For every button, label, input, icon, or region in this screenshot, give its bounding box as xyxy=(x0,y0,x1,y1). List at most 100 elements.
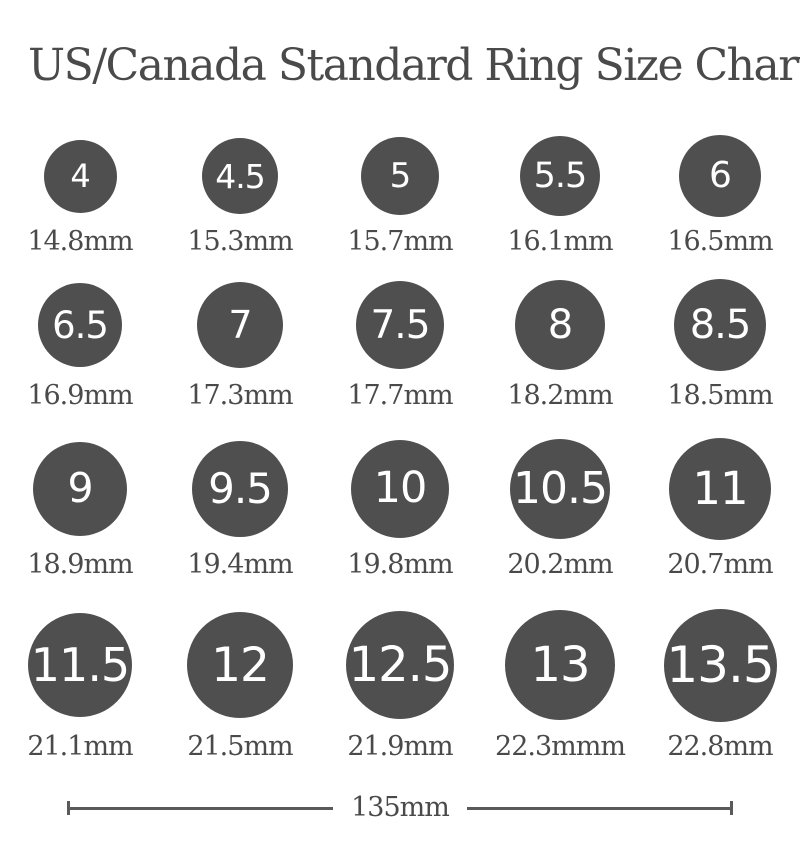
ring-row: 6.5 16.9mm 7 17.3mm 7.5 17.7mm 8 18.2mm 8.5 18.5m… xyxy=(0,278,800,412)
ring-size-cell: 12.5 21.9mm xyxy=(320,607,480,763)
ring-circle-area: 10.5 xyxy=(510,436,610,541)
ring-circle: 12 xyxy=(187,612,293,718)
ring-circle: 9 xyxy=(33,441,127,536)
diameter-label: 21.5mm xyxy=(187,731,293,762)
diameter-label: 18.2mm xyxy=(507,380,613,411)
ring-size-cell: 13 22.3mmm xyxy=(480,607,640,763)
ring-size-cell: 5 15.7mm xyxy=(320,134,480,258)
ring-circle: 4.5 xyxy=(202,138,278,214)
ring-size-number: 9.5 xyxy=(208,463,273,513)
ring-size-number: 6.5 xyxy=(52,303,109,347)
ring-circle: 9.5 xyxy=(192,440,288,537)
ring-size-cell: 9.5 19.4mm xyxy=(160,436,320,581)
diameter-label: 14.8mm xyxy=(27,226,133,257)
ring-circle-area: 7.5 xyxy=(356,278,444,372)
diameter-label: 20.7mm xyxy=(667,549,773,580)
ring-circle: 11 xyxy=(669,437,771,540)
ring-circle: 8.5 xyxy=(674,279,766,371)
ring-circle: 10 xyxy=(351,439,449,538)
diameter-label: 19.4mm xyxy=(187,549,293,580)
ring-circle: 13.5 xyxy=(663,608,777,722)
ring-size-number: 8 xyxy=(547,302,573,348)
diameter-label: 18.9mm xyxy=(27,549,133,580)
ring-circle-area: 13 xyxy=(505,607,615,723)
scale-bar-label: 135mm xyxy=(351,792,450,823)
diameter-label: 15.7mm xyxy=(347,226,453,257)
ring-row: 9 18.9mm 9.5 19.4mm 10 19.8mm 10.5 20.2mm 11 20.7… xyxy=(0,436,800,581)
ring-circle: 5 xyxy=(361,137,439,215)
scale-bar: 135mm xyxy=(67,793,733,823)
ring-size-number: 5 xyxy=(389,156,412,196)
scale-bar-left-cap xyxy=(67,801,70,815)
ring-circle: 13 xyxy=(505,610,615,720)
ring-size-cell: 4.5 15.3mm xyxy=(160,134,320,258)
ring-size-cell: 13.5 22.8mm xyxy=(640,607,800,763)
ring-circle-area: 13.5 xyxy=(663,607,777,723)
ring-size-cell: 9 18.9mm xyxy=(0,436,160,581)
ring-size-grid: 4 14.8mm 4.5 15.3mm 5 15.7mm 5.5 16.1mm 6 16.5mm 6… xyxy=(0,134,800,763)
ring-circle: 10.5 xyxy=(510,438,610,539)
diameter-label: 15.3mm xyxy=(187,226,293,257)
ring-circle-area: 5 xyxy=(361,134,439,218)
ring-circle: 7.5 xyxy=(356,281,444,369)
ring-circle: 12.5 xyxy=(346,611,454,719)
diameter-label: 17.3mm xyxy=(187,380,293,411)
diameter-label: 17.7mm xyxy=(347,380,453,411)
ring-size-number: 8.5 xyxy=(689,302,752,348)
diameter-label: 20.2mm xyxy=(507,549,613,580)
diameter-label: 22.3mmm xyxy=(495,731,626,762)
ring-circle-area: 7 xyxy=(197,278,283,372)
ring-size-cell: 11.5 21.1mm xyxy=(0,607,160,763)
ring-size-number: 6 xyxy=(709,155,732,196)
diameter-label: 16.5mm xyxy=(667,226,773,257)
ring-circle: 11.5 xyxy=(28,613,132,717)
ring-size-number: 10.5 xyxy=(513,462,608,514)
ring-circle-area: 11.5 xyxy=(28,607,132,723)
ring-circle-area: 5.5 xyxy=(520,134,600,218)
ring-circle: 6 xyxy=(679,135,761,217)
ring-size-number: 11 xyxy=(692,462,748,515)
ring-circle: 6.5 xyxy=(38,283,122,367)
ring-circle-area: 4 xyxy=(43,134,117,218)
ring-size-number: 12.5 xyxy=(348,637,453,693)
ring-circle: 4 xyxy=(43,139,117,213)
ring-circle: 7 xyxy=(197,282,283,368)
ring-size-cell: 6 16.5mm xyxy=(640,134,800,258)
diameter-label: 16.9mm xyxy=(27,380,133,411)
scale-bar-right-cap xyxy=(730,801,733,815)
ring-size-number: 7 xyxy=(228,303,252,347)
page-title: US/Canada Standard Ring Size Chart xyxy=(28,40,800,91)
ring-circle-area: 6 xyxy=(679,134,761,218)
ring-size-cell: 10 19.8mm xyxy=(320,436,480,581)
ring-size-number: 13 xyxy=(530,637,590,693)
ring-size-cell: 8.5 18.5mm xyxy=(640,278,800,412)
ring-circle-area: 12 xyxy=(187,607,293,723)
scale-bar-right-line xyxy=(466,806,730,810)
ring-size-cell: 8 18.2mm xyxy=(480,278,640,412)
ring-size-cell: 12 21.5mm xyxy=(160,607,320,763)
diameter-label: 22.8mm xyxy=(667,731,773,762)
ring-size-cell: 6.5 16.9mm xyxy=(0,278,160,412)
diameter-label: 19.8mm xyxy=(347,549,453,580)
ring-size-number: 11.5 xyxy=(30,638,130,692)
ring-size-cell: 5.5 16.1mm xyxy=(480,134,640,258)
ring-circle: 5.5 xyxy=(520,136,600,216)
ring-circle-area: 10 xyxy=(351,436,449,541)
ring-row: 11.5 21.1mm 12 21.5mm 12.5 21.9mm 13 22.3mmm 13.… xyxy=(0,607,800,763)
diameter-label: 21.1mm xyxy=(27,731,133,762)
ring-circle-area: 8.5 xyxy=(674,278,766,372)
ring-size-cell: 7.5 17.7mm xyxy=(320,278,480,412)
ring-circle-area: 9.5 xyxy=(192,436,288,541)
ring-circle-area: 9 xyxy=(33,436,127,541)
ring-circle-area: 6.5 xyxy=(38,278,122,372)
ring-size-number: 13.5 xyxy=(666,636,774,694)
ring-size-cell: 4 14.8mm xyxy=(0,134,160,258)
ring-circle-area: 12.5 xyxy=(346,607,454,723)
ring-size-cell: 7 17.3mm xyxy=(160,278,320,412)
scale-bar-left-line xyxy=(70,806,334,810)
diameter-label: 16.1mm xyxy=(507,226,613,257)
ring-size-number: 5.5 xyxy=(533,155,588,196)
ring-size-cell: 11 20.7mm xyxy=(640,436,800,581)
ring-size-number: 9 xyxy=(67,464,93,512)
ring-circle-area: 8 xyxy=(515,278,605,372)
